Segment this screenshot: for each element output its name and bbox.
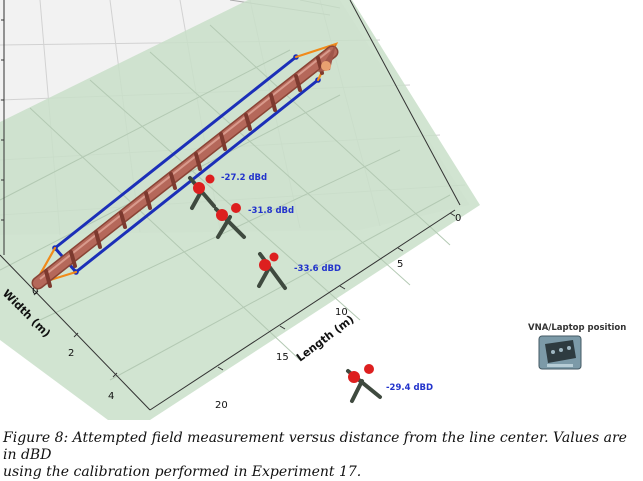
dipole-probe-icon [346,364,382,403]
measurement-label: -27.2 dBd [221,173,267,183]
width-tick-4: 4 [108,391,114,402]
figure-caption: Figure 8: Attempted field measurement ve… [3,430,639,481]
dipole-probe-icon [257,252,287,290]
vna-laptop-icon [538,335,582,370]
measurement-label: -33.6 dBD [294,264,341,274]
vna-position-label: VNA/Laptop position [528,323,626,333]
ground-grid [0,24,451,381]
field-measurement-3d-plot: 0 2 4 0 5 10 15 20 Width (m) Length (m) [0,0,626,420]
length-tick-10: 10 [335,307,348,318]
tick-marks [1,19,456,378]
measurement-label: -29.4 dBD [386,383,433,393]
caption-line-2: using the calibration performed in Exper… [3,464,362,480]
dipole-probe-icon [214,203,246,239]
caption-line-1: Figure 8: Attempted field measurement ve… [3,430,627,463]
dipole-probe-icon [188,174,216,210]
length-tick-20: 20 [215,400,228,411]
length-tick-0: 0 [455,213,461,224]
floor-edges [0,0,461,411]
width-tick-0: 0 [32,286,38,297]
length-axis-label: Length (m) [294,313,357,365]
width-tick-2: 2 [68,348,74,359]
measurement-label: -31.8 dBd [248,206,294,216]
length-tick-15: 15 [276,352,289,363]
transmission-line [31,44,339,290]
length-tick-5: 5 [397,259,403,270]
